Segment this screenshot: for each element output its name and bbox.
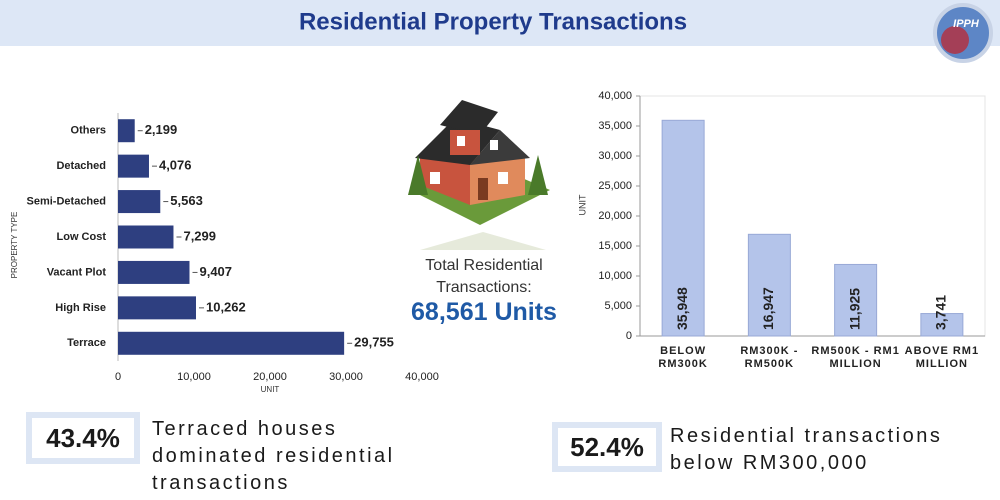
y-tick-label: Low Cost [57, 231, 107, 243]
x-tick-label: 0 [115, 371, 121, 383]
house-illustration [408, 100, 550, 250]
bar [118, 154, 149, 178]
x-tick-label: BELOW RM300K [658, 345, 708, 370]
y-axis-label: UNIT [577, 194, 587, 215]
stat-text: Residential transactions below RM300,000 [670, 425, 943, 474]
x-tick-label: 20,000 [253, 371, 287, 383]
x-tick-label: RM500K - RM1 MILLION [811, 345, 900, 370]
value-label: 7,299 [183, 228, 216, 243]
value-label: 4,076 [159, 158, 192, 173]
y-tick-label: 5,000 [604, 300, 632, 312]
x-tick-label: ABOVE RM1 MILLION [904, 345, 980, 370]
y-tick-label: Detached [56, 160, 106, 172]
y-tick-label: 20,000 [598, 210, 632, 222]
y-tick-label: Semi-Detached [27, 195, 106, 207]
y-tick-label: 0 [626, 330, 632, 342]
value-label: 16,947 [760, 287, 776, 330]
y-tick-label: 30,000 [598, 150, 632, 162]
bar [747, 233, 791, 337]
bar [834, 263, 878, 337]
header-band [0, 0, 1000, 46]
bar [118, 296, 196, 320]
x-axis-label: UNIT [261, 385, 280, 394]
logo-text: IPPH [953, 18, 980, 30]
value-label: 9,407 [199, 264, 232, 279]
x-tick-label: 30,000 [329, 371, 363, 383]
total-label: Total Residential Transactions: [425, 257, 543, 296]
y-axis-label: PROPERTY TYPE [10, 212, 19, 279]
value-label: 35,948 [674, 287, 690, 330]
stat-value: 43.4% [26, 412, 140, 464]
y-tick-label: Others [71, 125, 106, 137]
value-label: 3,741 [933, 295, 949, 330]
stat-text: Terraced houses dominated residential tr… [152, 418, 395, 494]
y-tick-label: 15,000 [598, 240, 632, 252]
bar [661, 119, 705, 337]
y-tick-label: 35,000 [598, 120, 632, 132]
y-tick-label: 25,000 [598, 180, 632, 192]
value-label: 5,563 [170, 193, 203, 208]
bar [118, 331, 345, 355]
value-label: 29,755 [354, 335, 394, 350]
property-type-chart: 0 10,000 20,000 30,000 40,000 UNIT PROPERTY TY… [10, 113, 439, 394]
y-tick-label: Terrace [67, 337, 106, 349]
page-title: Residential Property Transactions [299, 8, 687, 35]
bar [118, 260, 190, 284]
x-tick-label: RM300K - RM500K [740, 345, 799, 370]
value-label: 11,925 [846, 288, 862, 330]
y-tick-label: Vacant Plot [47, 266, 107, 278]
y-tick-label: 40,000 [598, 90, 632, 102]
value-label: 10,262 [206, 299, 246, 314]
value-label: 2,199 [145, 122, 178, 137]
y-tick-label: 10,000 [598, 270, 632, 282]
x-tick-label: 40,000 [405, 371, 439, 383]
x-tick-label: 10,000 [177, 371, 211, 383]
total-value: 68,561 Units [411, 298, 557, 326]
bar [118, 119, 135, 143]
y-tick-label: High Rise [55, 302, 106, 314]
logo: IPPH [933, 3, 993, 63]
bar [118, 190, 161, 214]
bar [118, 225, 174, 249]
stat-value: 52.4% [552, 422, 662, 472]
bar [920, 313, 964, 337]
price-range-chart: 0 5,000 10,000 15,000 20,000 25,000 30,000 35,0… [577, 90, 986, 342]
